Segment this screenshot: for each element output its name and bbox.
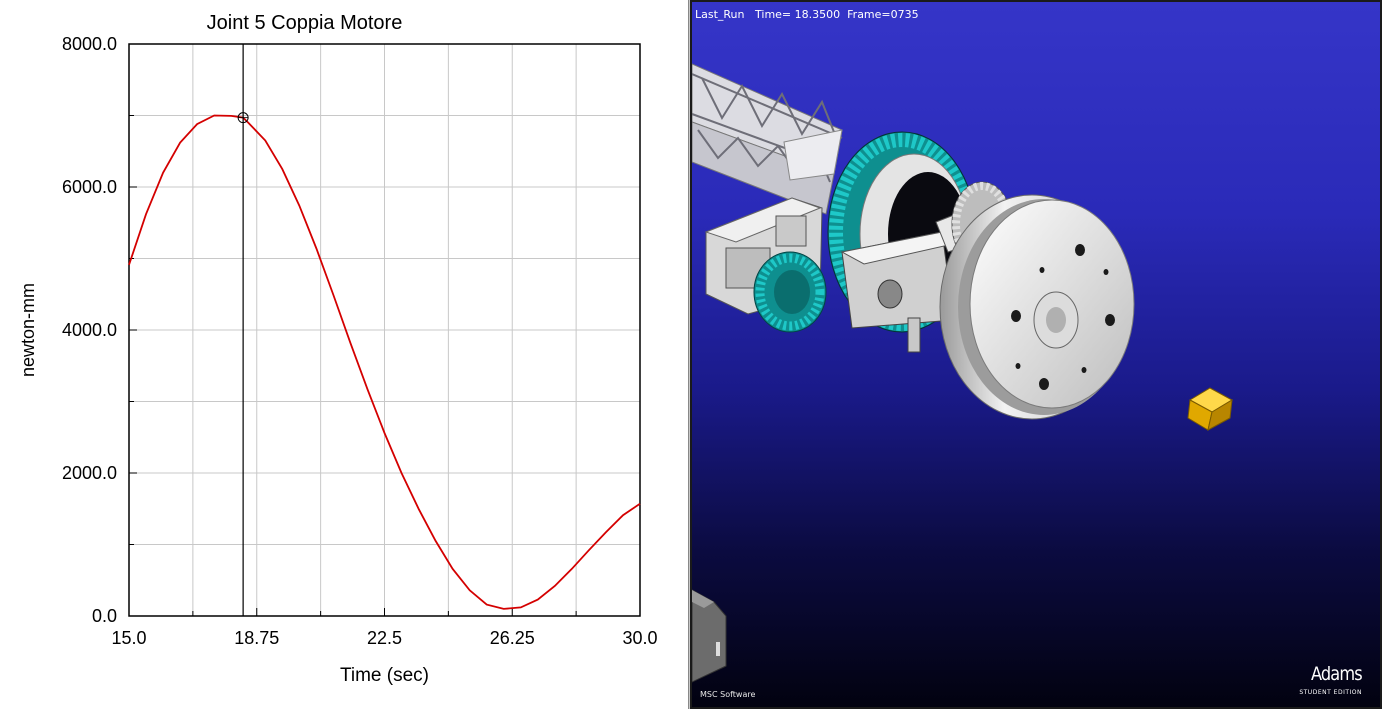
- 3d-viewport[interactable]: Last_Run Time= 18.3500 Frame=0735 MSC So…: [690, 0, 1382, 709]
- series-line[interactable]: [128, 114, 641, 610]
- y-tick-label: 2000.0: [62, 463, 117, 483]
- model-scene[interactable]: [692, 2, 1380, 707]
- run-name: Last_Run: [695, 8, 745, 21]
- edition-label: STUDENT EDITION: [1299, 689, 1362, 696]
- x-tick-label: 15.0: [111, 628, 146, 648]
- torque-chart[interactable]: 15.0 18.75 22.5 26.25 30.0 0.0 2000.0 4000.0 600…: [0, 0, 688, 709]
- truss-arm[interactable]: [692, 63, 843, 215]
- y-tick-label: 4000.0: [62, 320, 117, 340]
- y-tick-label: 8000.0: [62, 34, 117, 54]
- x-tick-label: 22.5: [367, 628, 402, 648]
- x-tick-label: 26.25: [490, 628, 535, 648]
- adams-logo: Adams: [1311, 663, 1363, 685]
- pinion-gear[interactable]: [753, 251, 827, 333]
- y-tick-label: 6000.0: [62, 177, 117, 197]
- plot-pane[interactable]: 15.0 18.75 22.5 26.25 30.0 0.0 2000.0 4000.0 600…: [0, 0, 689, 709]
- base-block[interactable]: [692, 589, 727, 683]
- x-tick-label: 30.0: [622, 628, 657, 648]
- yellow-cube[interactable]: [1187, 387, 1234, 431]
- msc-logo: MSC Software: [700, 690, 756, 699]
- chart-title: Joint 5 Coppia Motore: [207, 12, 403, 34]
- wheel-disc[interactable]: [939, 194, 1135, 420]
- time-readout: Time= 18.3500: [755, 8, 841, 21]
- y-axis-label: newton-mm: [18, 283, 38, 377]
- animation-status: Last_Run Time= 18.3500 Frame=0735: [695, 8, 919, 21]
- frame-readout: Frame=0735: [847, 8, 919, 21]
- x-tick-label: 18.75: [234, 628, 279, 648]
- y-tick-label: 0.0: [92, 606, 117, 626]
- x-axis-label: Time (sec): [340, 665, 429, 686]
